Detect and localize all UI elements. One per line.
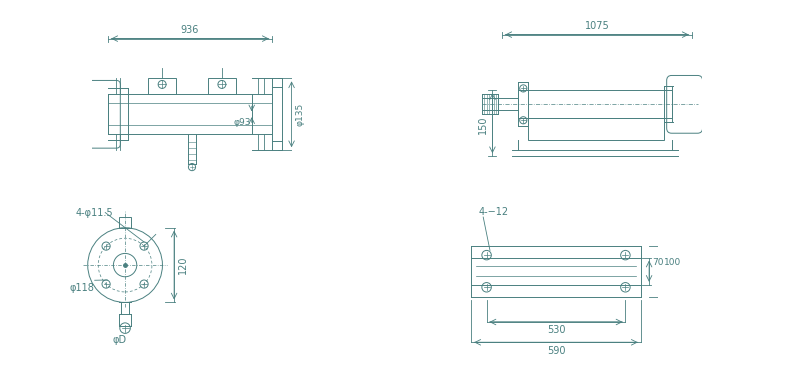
Text: 120: 120 [178, 256, 188, 274]
Text: φD: φD [112, 335, 126, 345]
Text: 4-−12: 4-−12 [478, 207, 508, 217]
Text: φ118: φ118 [69, 283, 94, 293]
Text: 936: 936 [181, 25, 199, 35]
Text: 100: 100 [664, 258, 682, 267]
Text: 150: 150 [478, 115, 489, 134]
Text: 70: 70 [653, 258, 664, 267]
Text: φ93: φ93 [233, 118, 250, 127]
Text: φ135: φ135 [295, 103, 305, 126]
Text: 1075: 1075 [585, 21, 610, 31]
Text: 530: 530 [546, 325, 566, 335]
Text: 590: 590 [546, 346, 566, 356]
Text: 4-φ11.5: 4-φ11.5 [76, 208, 114, 217]
